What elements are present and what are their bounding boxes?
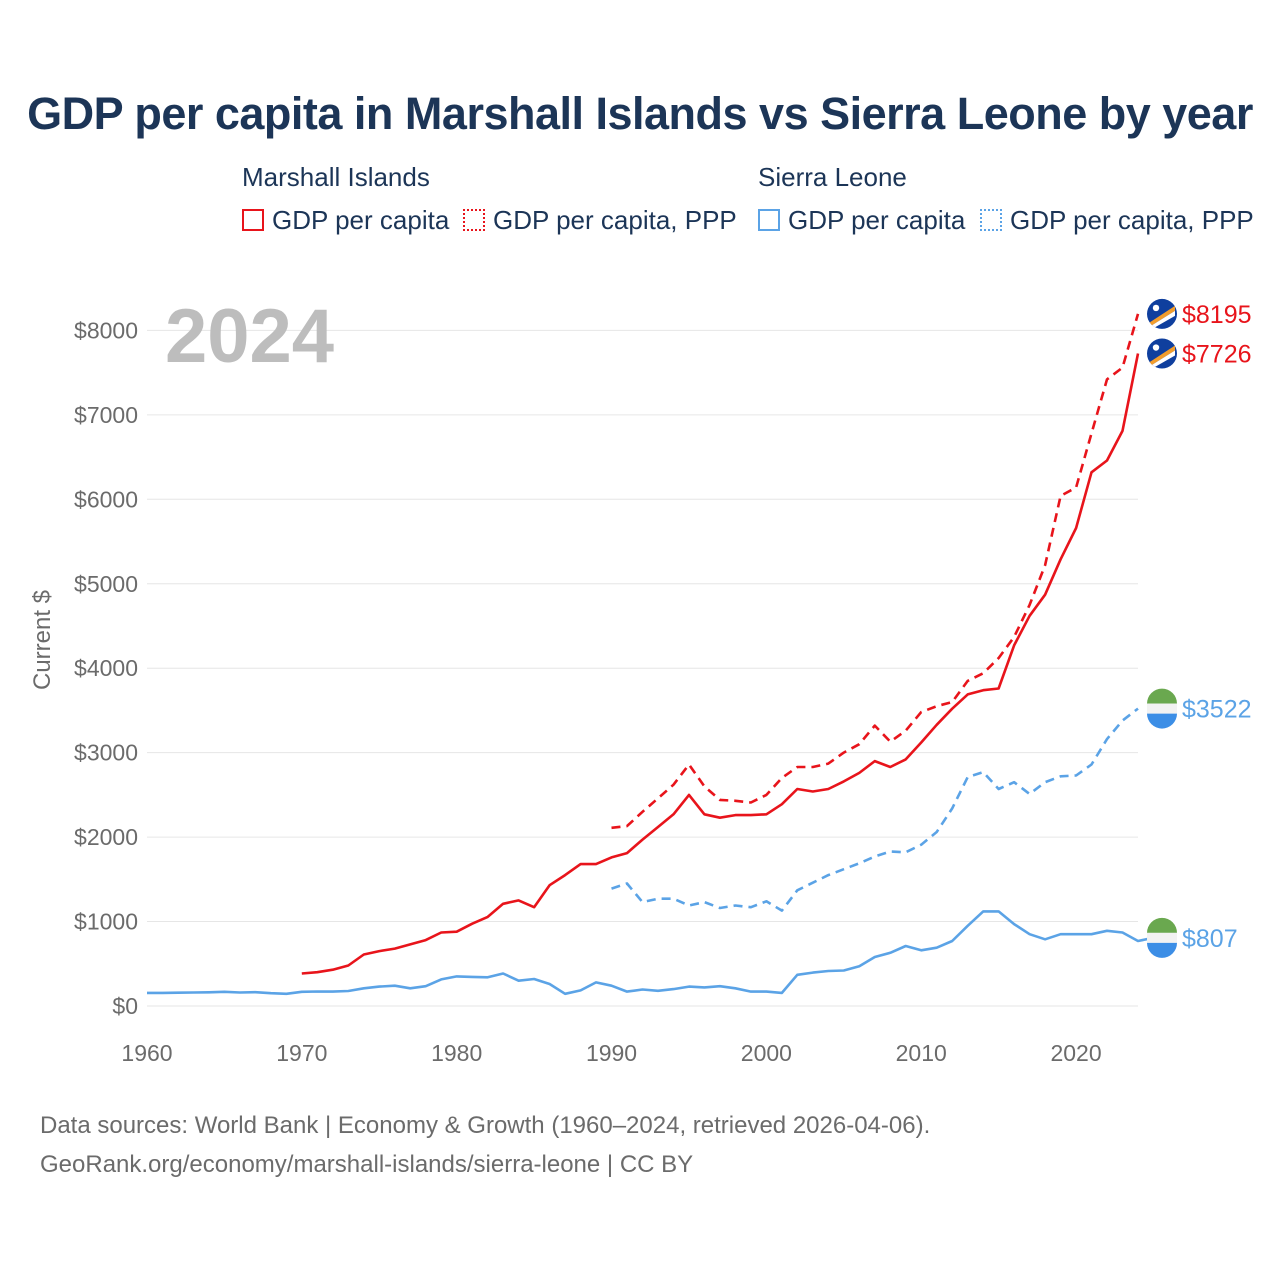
series-line: [301, 353, 1140, 975]
legend-swatch-solid-red: [242, 209, 264, 231]
y-tick-label: $6000: [74, 486, 138, 512]
legend-label: GDP per capita, PPP: [493, 204, 737, 235]
x-tick-label: 2020: [1050, 1040, 1101, 1066]
legend-group-sierra-leone: Sierra Leone: [758, 162, 907, 192]
x-tick-label: 1990: [586, 1040, 637, 1066]
legend-swatch-dotted-red: [463, 209, 485, 231]
y-axis: $0 $1000 $2000 $3000 $4000 $5000 $6000 $7000 $80…: [74, 317, 138, 1019]
end-value-label: $807: [1182, 925, 1238, 953]
legend-item-sl-gdp-ppp[interactable]: GDP per capita, PPP: [980, 203, 1254, 237]
sources-line-2[interactable]: GeoRank.org/economy/marshall-islands/sie…: [40, 1151, 694, 1178]
y-tick-label: $3000: [74, 740, 138, 766]
y-tick-label: $7000: [74, 402, 138, 428]
sierra-leone-flag-icon: [1147, 688, 1177, 729]
legend-label: GDP per capita, PPP: [1010, 204, 1254, 235]
sources-line-1: Data sources: World Bank | Economy & Gro…: [40, 1112, 931, 1139]
data-sources: Data sources: World Bank | Economy & Gro…: [40, 1106, 930, 1184]
legend-item-sl-gdp[interactable]: GDP per capita: [758, 203, 965, 237]
marshall-islands-flag-icon: [1147, 298, 1177, 329]
year-label: 2024: [165, 294, 334, 379]
x-axis: 1960 1970 1980 1990 2000 2010 2020: [121, 1040, 1101, 1066]
x-tick-label: 1980: [431, 1040, 482, 1066]
end-value-label: $3522: [1182, 696, 1252, 724]
sierra-leone-flag-icon: [1147, 917, 1177, 958]
legend-label: GDP per capita: [272, 204, 450, 235]
x-tick-label: 2010: [896, 1040, 947, 1066]
chart-title: GDP per capita in Marshall Islands vs Si…: [27, 88, 1253, 139]
y-axis-title: Current $: [29, 590, 56, 690]
legend-swatch-solid-blue: [758, 209, 780, 231]
series-line: [611, 707, 1139, 912]
legend-item-mh-gdp-ppp[interactable]: GDP per capita, PPP: [463, 203, 737, 237]
y-tick-label: $8000: [74, 317, 138, 343]
x-tick-label: 2000: [741, 1040, 792, 1066]
y-tick-label: $5000: [74, 571, 138, 597]
x-tick-label: 1960: [121, 1040, 172, 1066]
series-lines: [147, 313, 1154, 996]
marshall-islands-flag-icon: [1147, 338, 1177, 369]
end-markers: $8195 $7726 $3522 $807: [1147, 298, 1252, 958]
legend-item-mh-gdp[interactable]: GDP per capita: [242, 203, 449, 237]
y-tick-label: $2000: [74, 824, 138, 850]
legend-swatch-dotted-blue: [980, 209, 1002, 231]
series-line: [611, 313, 1140, 830]
legend-label: GDP per capita: [788, 204, 966, 235]
series-line: [147, 910, 1154, 996]
legend-group-marshall-islands: Marshall Islands: [242, 162, 430, 192]
end-value-label: $7726: [1182, 341, 1252, 369]
x-tick-label: 1970: [276, 1040, 327, 1066]
y-tick-label: $0: [112, 993, 138, 1019]
end-value-label: $8195: [1182, 301, 1252, 329]
y-tick-label: $4000: [74, 655, 138, 681]
y-tick-label: $1000: [74, 909, 138, 935]
